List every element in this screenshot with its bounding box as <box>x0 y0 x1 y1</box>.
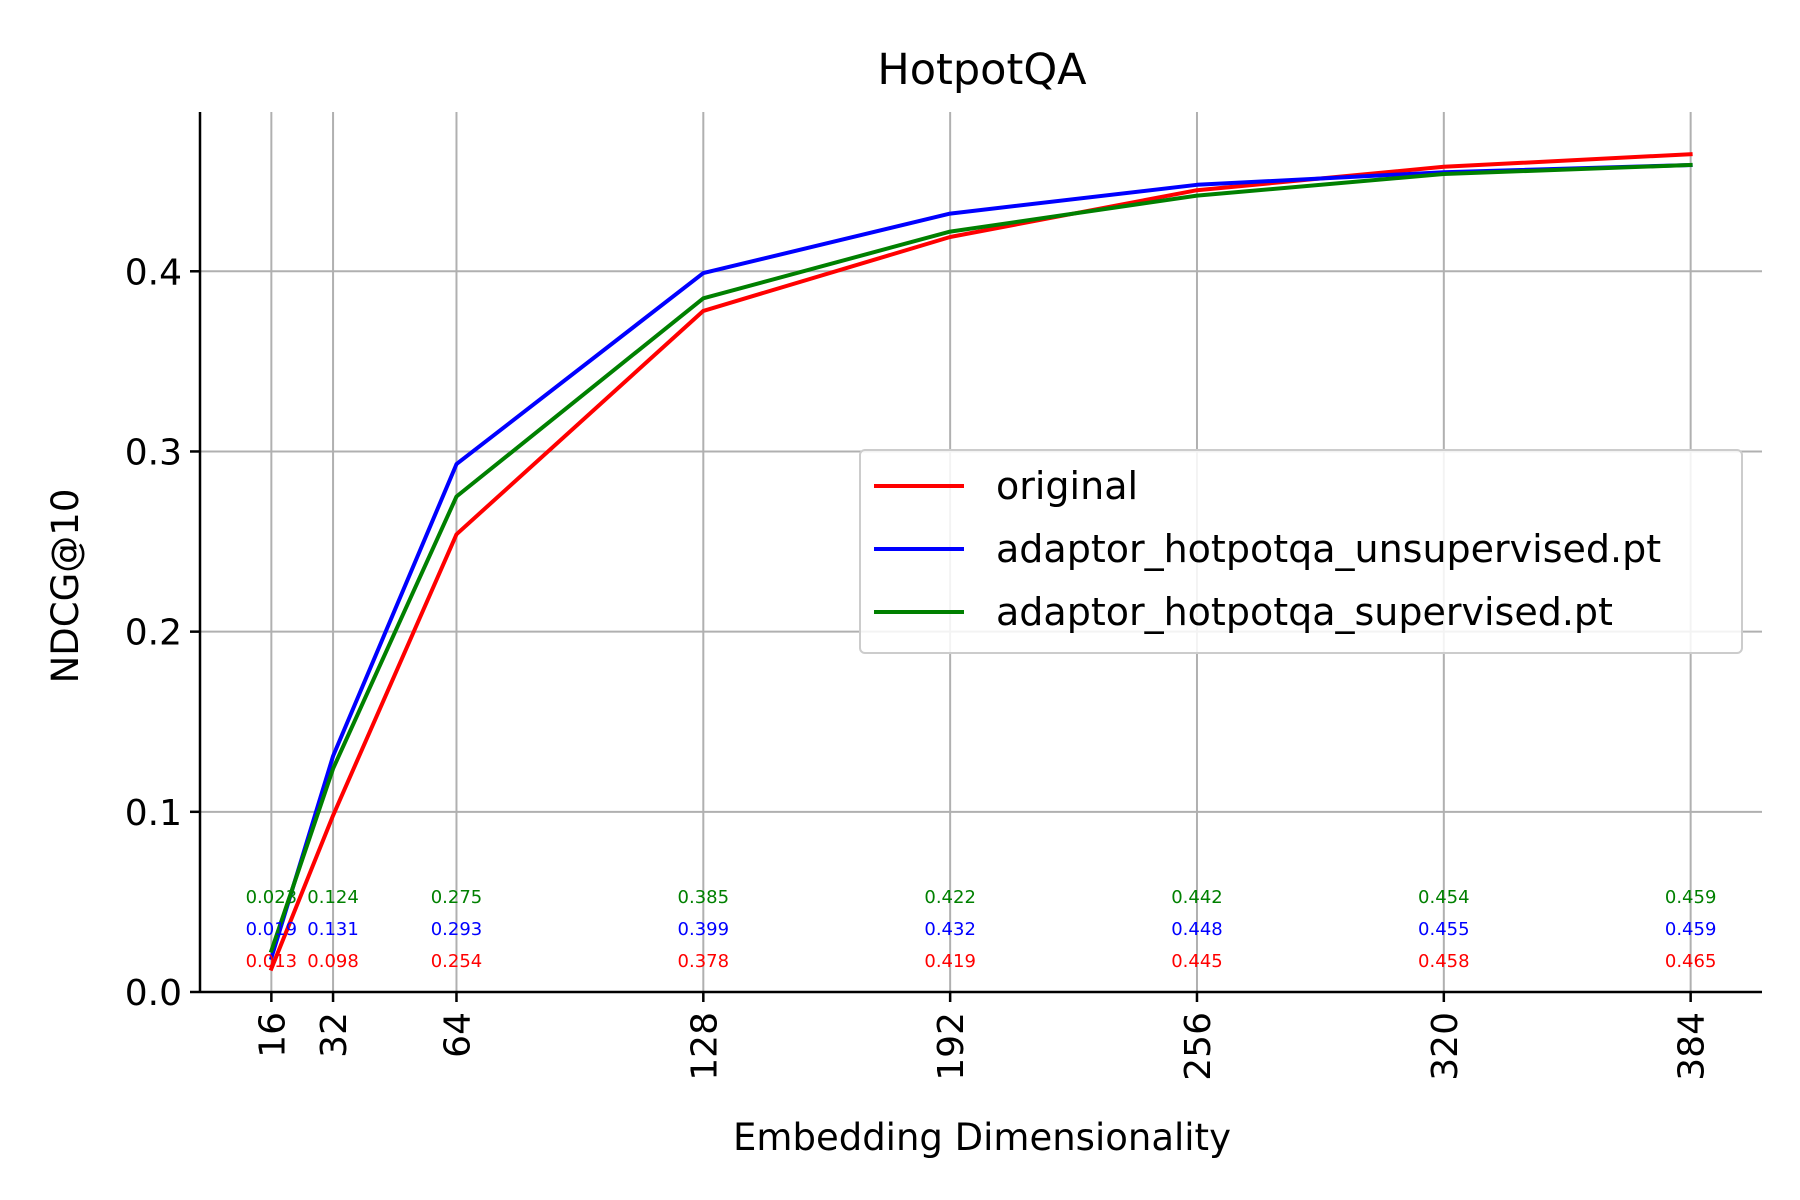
data-label: 0.293 <box>431 919 483 940</box>
series-line-2 <box>268 162 1693 954</box>
series-line-0 <box>268 152 1693 972</box>
y-tick-label: 0.4 <box>125 252 182 293</box>
y-tick-label: 0.1 <box>125 793 182 834</box>
data-label: 0.378 <box>678 951 730 972</box>
data-label: 0.465 <box>1665 951 1717 972</box>
legend: original adaptor_hotpotqa_unsupervised.pt… <box>859 449 1743 654</box>
data-label: 0.454 <box>1418 887 1470 908</box>
data-label: 0.455 <box>1418 919 1470 940</box>
x-tick-label: 64 <box>437 1012 478 1058</box>
data-label: 0.275 <box>431 887 483 908</box>
data-label: 0.458 <box>1418 951 1470 972</box>
legend-label: adaptor_hotpotqa_supervised.pt <box>996 590 1613 634</box>
y-tick-label: 0.0 <box>125 973 182 1014</box>
series-line-1 <box>268 162 1693 961</box>
x-axis-title: Embedding Dimensionality <box>733 1116 1231 1159</box>
axes: 0.0 0.1 0.2 0.3 0.4 16 32 64 128 192 256 320 384 <box>125 112 1762 1081</box>
data-label: 0.124 <box>307 887 359 908</box>
data-label: 0.013 <box>246 951 298 972</box>
data-label: 0.448 <box>1171 919 1223 940</box>
data-label: 0.019 <box>246 919 298 940</box>
x-tick-label: 128 <box>684 1012 725 1081</box>
data-labels: 0.013 0.098 0.254 0.378 0.419 0.445 0.458 0.465… <box>246 887 1717 972</box>
x-tick-label: 192 <box>931 1012 972 1081</box>
data-label: 0.385 <box>678 887 730 908</box>
data-label: 0.023 <box>246 887 298 908</box>
data-label: 0.254 <box>431 951 483 972</box>
data-label: 0.442 <box>1171 887 1223 908</box>
x-tick-label: 384 <box>1672 1012 1713 1081</box>
y-tick-label: 0.2 <box>125 613 182 654</box>
chart-title: HotpotQA <box>877 45 1087 95</box>
series-lines <box>268 152 1693 972</box>
legend-label: original <box>996 464 1138 508</box>
x-tick-label: 256 <box>1178 1012 1219 1081</box>
data-label: 0.445 <box>1171 951 1223 972</box>
data-label: 0.422 <box>924 887 976 908</box>
legend-box <box>859 449 1743 654</box>
x-tick-label: 16 <box>252 1012 293 1058</box>
data-label: 0.131 <box>307 919 359 940</box>
x-tick-label: 32 <box>314 1012 355 1058</box>
data-label: 0.432 <box>924 919 976 940</box>
data-label: 0.459 <box>1665 919 1717 940</box>
data-label: 0.399 <box>678 919 730 940</box>
data-label: 0.098 <box>307 951 359 972</box>
y-axis-title: NDCG@10 <box>44 489 87 684</box>
data-label: 0.459 <box>1665 887 1717 908</box>
x-tick-label: 320 <box>1425 1012 1466 1081</box>
y-tick-label: 0.3 <box>125 432 182 473</box>
legend-label: adaptor_hotpotqa_unsupervised.pt <box>996 527 1661 571</box>
data-label: 0.419 <box>924 951 976 972</box>
